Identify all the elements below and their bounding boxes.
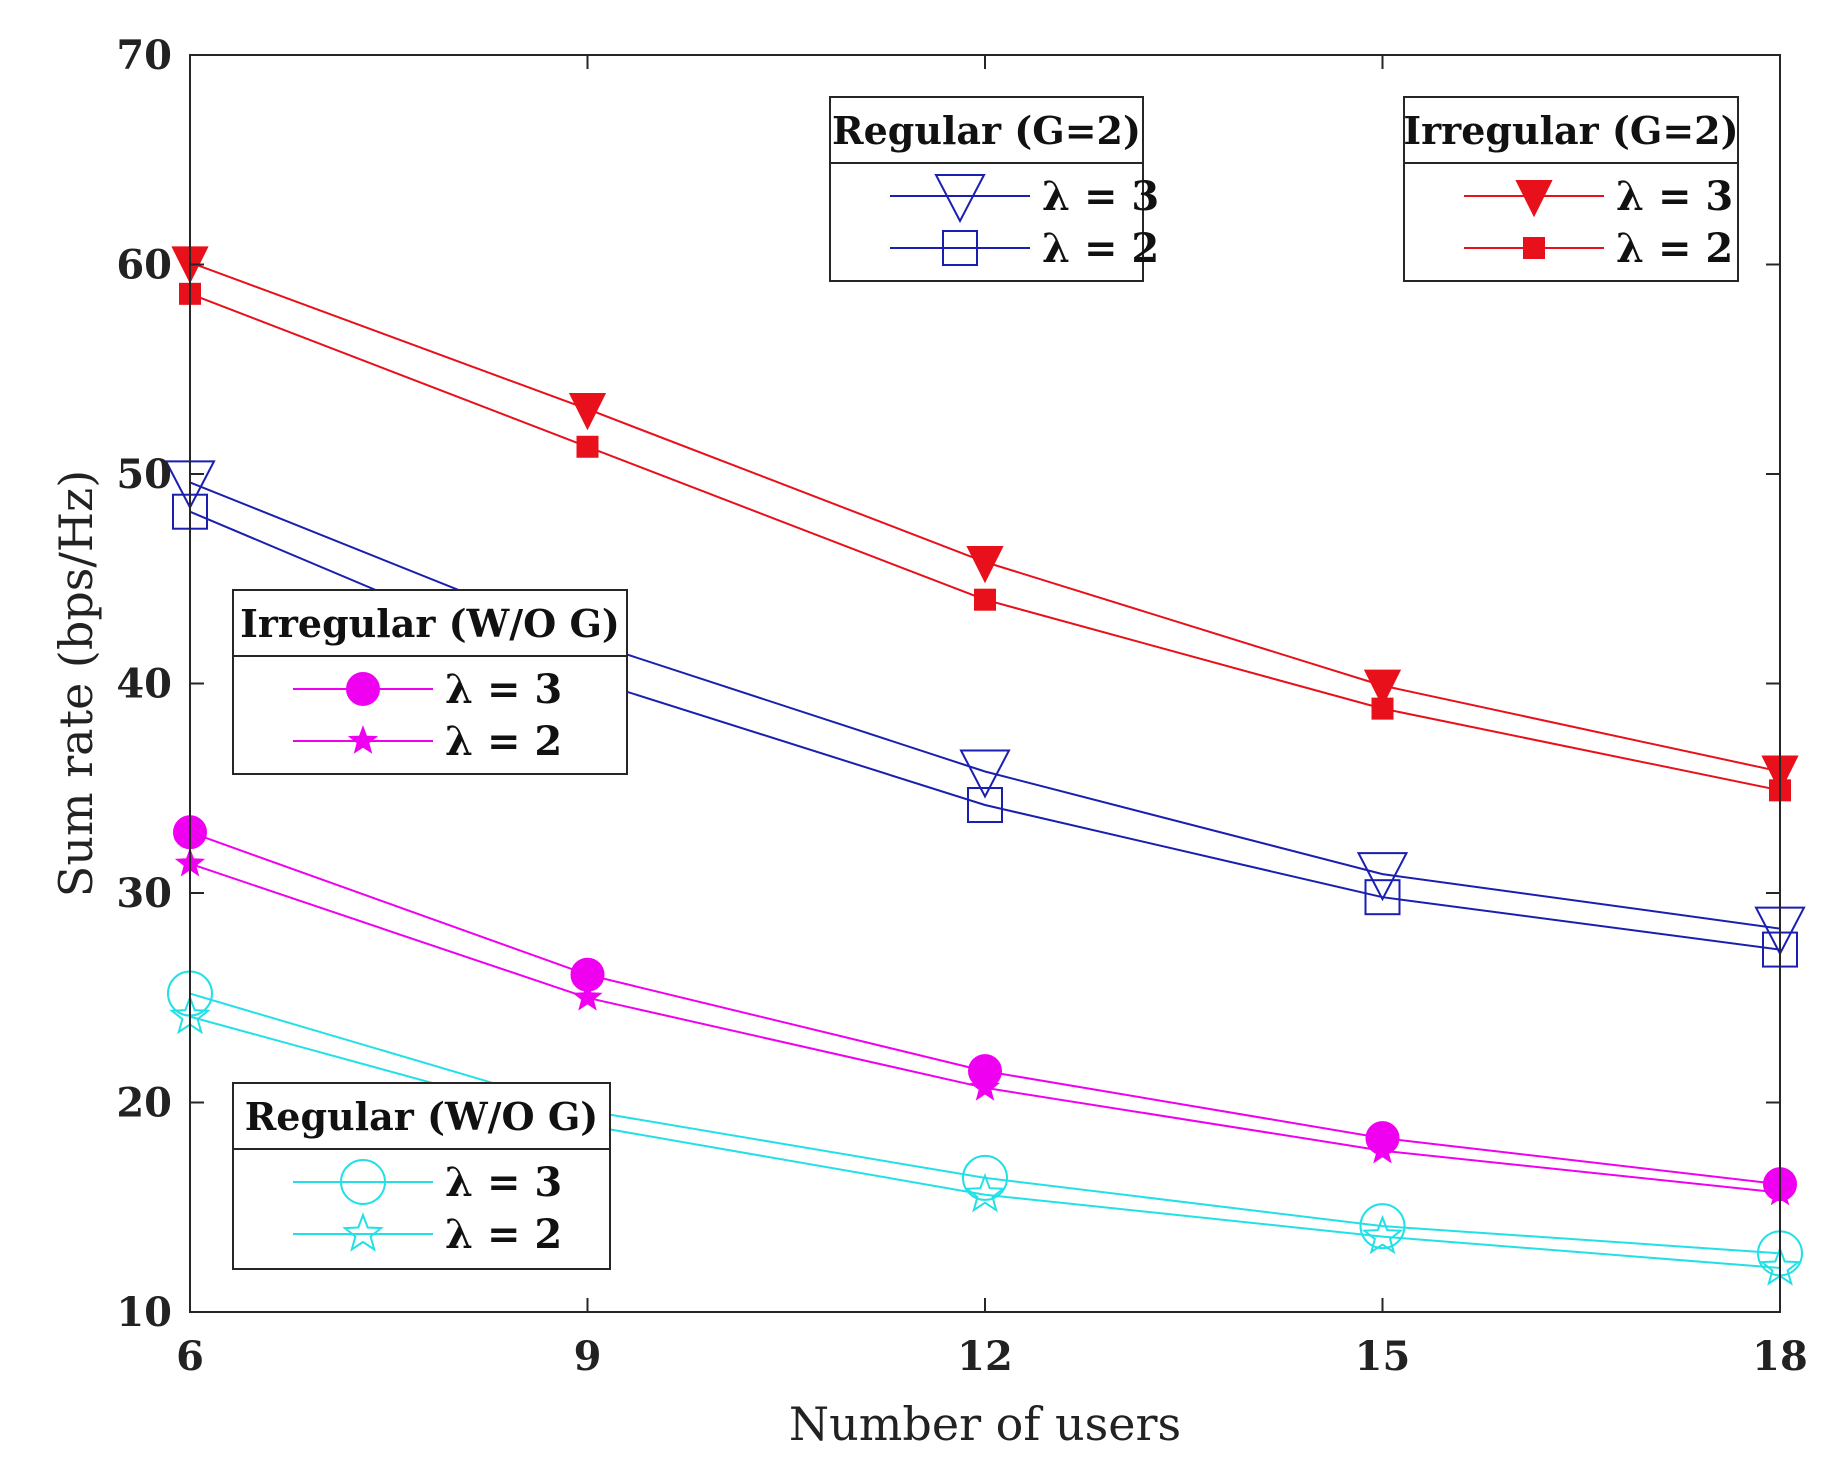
data-point [572,981,603,1011]
legend-entry-label: λ = 2 [1042,225,1159,272]
legend-title: Irregular (W/O G) [240,601,620,646]
legend-box: Irregular (W/O G) λ = 3 λ = 2 [232,589,628,775]
data-point [1371,697,1394,720]
legend-title: Regular (W/O G) [245,1094,599,1139]
data-point [969,1071,1001,1101]
x-tick-label: 6 [176,1333,204,1380]
legend-entry-label: λ = 3 [1042,173,1159,220]
data-point [959,749,1011,799]
legend-frame [232,1082,611,1270]
data-point [1367,1134,1398,1164]
legend-frame [829,96,1144,282]
y-tick-label: 70 [116,32,172,79]
x-tick-label: 9 [574,1333,602,1380]
data-point [576,435,599,458]
y-tick-label: 40 [116,661,172,708]
legend-marker [942,230,978,266]
legend-entry-label: λ = 3 [445,666,562,713]
data-point [1359,1203,1406,1250]
legend-entry-label: λ = 2 [445,1211,562,1258]
x-tick-label: 12 [957,1333,1013,1380]
legend-title: Irregular (G=2) [1403,108,1738,153]
y-tick-label: 50 [116,451,172,498]
x-tick-label: 18 [1752,1333,1808,1380]
legend-box: Irregular (G=2) λ = 3 λ = 2 [1403,96,1739,282]
legend-entry-label: λ = 3 [445,1159,562,1206]
y-tick-label: 10 [116,1289,172,1336]
legend-marker [347,725,379,754]
y-tick-label: 20 [116,1080,172,1127]
data-point [962,1154,1008,1201]
legend-entry-label: λ = 2 [1616,225,1733,272]
data-point [1364,879,1401,916]
x-tick-label: 15 [1355,1333,1411,1380]
legend-entry-label: λ = 3 [1616,173,1733,220]
data-point [568,393,607,431]
legend-frame [232,589,628,775]
legend-box: Regular (G=2) λ = 3 λ = 2 [829,96,1159,282]
legend-marker [1515,180,1553,218]
data-point [1356,852,1409,902]
y-axis-label: Sum rate (bps/Hz) [49,470,103,897]
legend-entry-label: λ = 2 [445,718,562,765]
data-point [967,787,1003,824]
data-point [966,545,1004,584]
legend-layer: Regular (G=2) λ = 3 λ = 2 Irregular (G=2) λ … [232,96,1739,1270]
legend-marker [342,1212,384,1252]
data-point [974,588,996,611]
y-tick-label: 60 [116,242,172,289]
legend-title: Regular (G=2) [832,108,1141,153]
data-point [1361,1214,1404,1255]
legend-marker [934,174,986,224]
axis-ticks: 6 9 12 15 18 10 20 30 40 50 60 70 [116,32,1808,1380]
legend-marker [346,672,380,706]
legend-box: Regular (W/O G) λ = 3 λ = 2 [232,1082,611,1270]
legend-frame [1403,96,1739,282]
legend-marker [1523,237,1545,259]
data-point [1363,669,1402,707]
x-axis-label: Number of users [789,1397,1181,1451]
series-line [189,481,1781,930]
legend-marker [340,1159,386,1205]
y-tick-label: 30 [116,870,172,917]
data-point [964,1172,1006,1213]
